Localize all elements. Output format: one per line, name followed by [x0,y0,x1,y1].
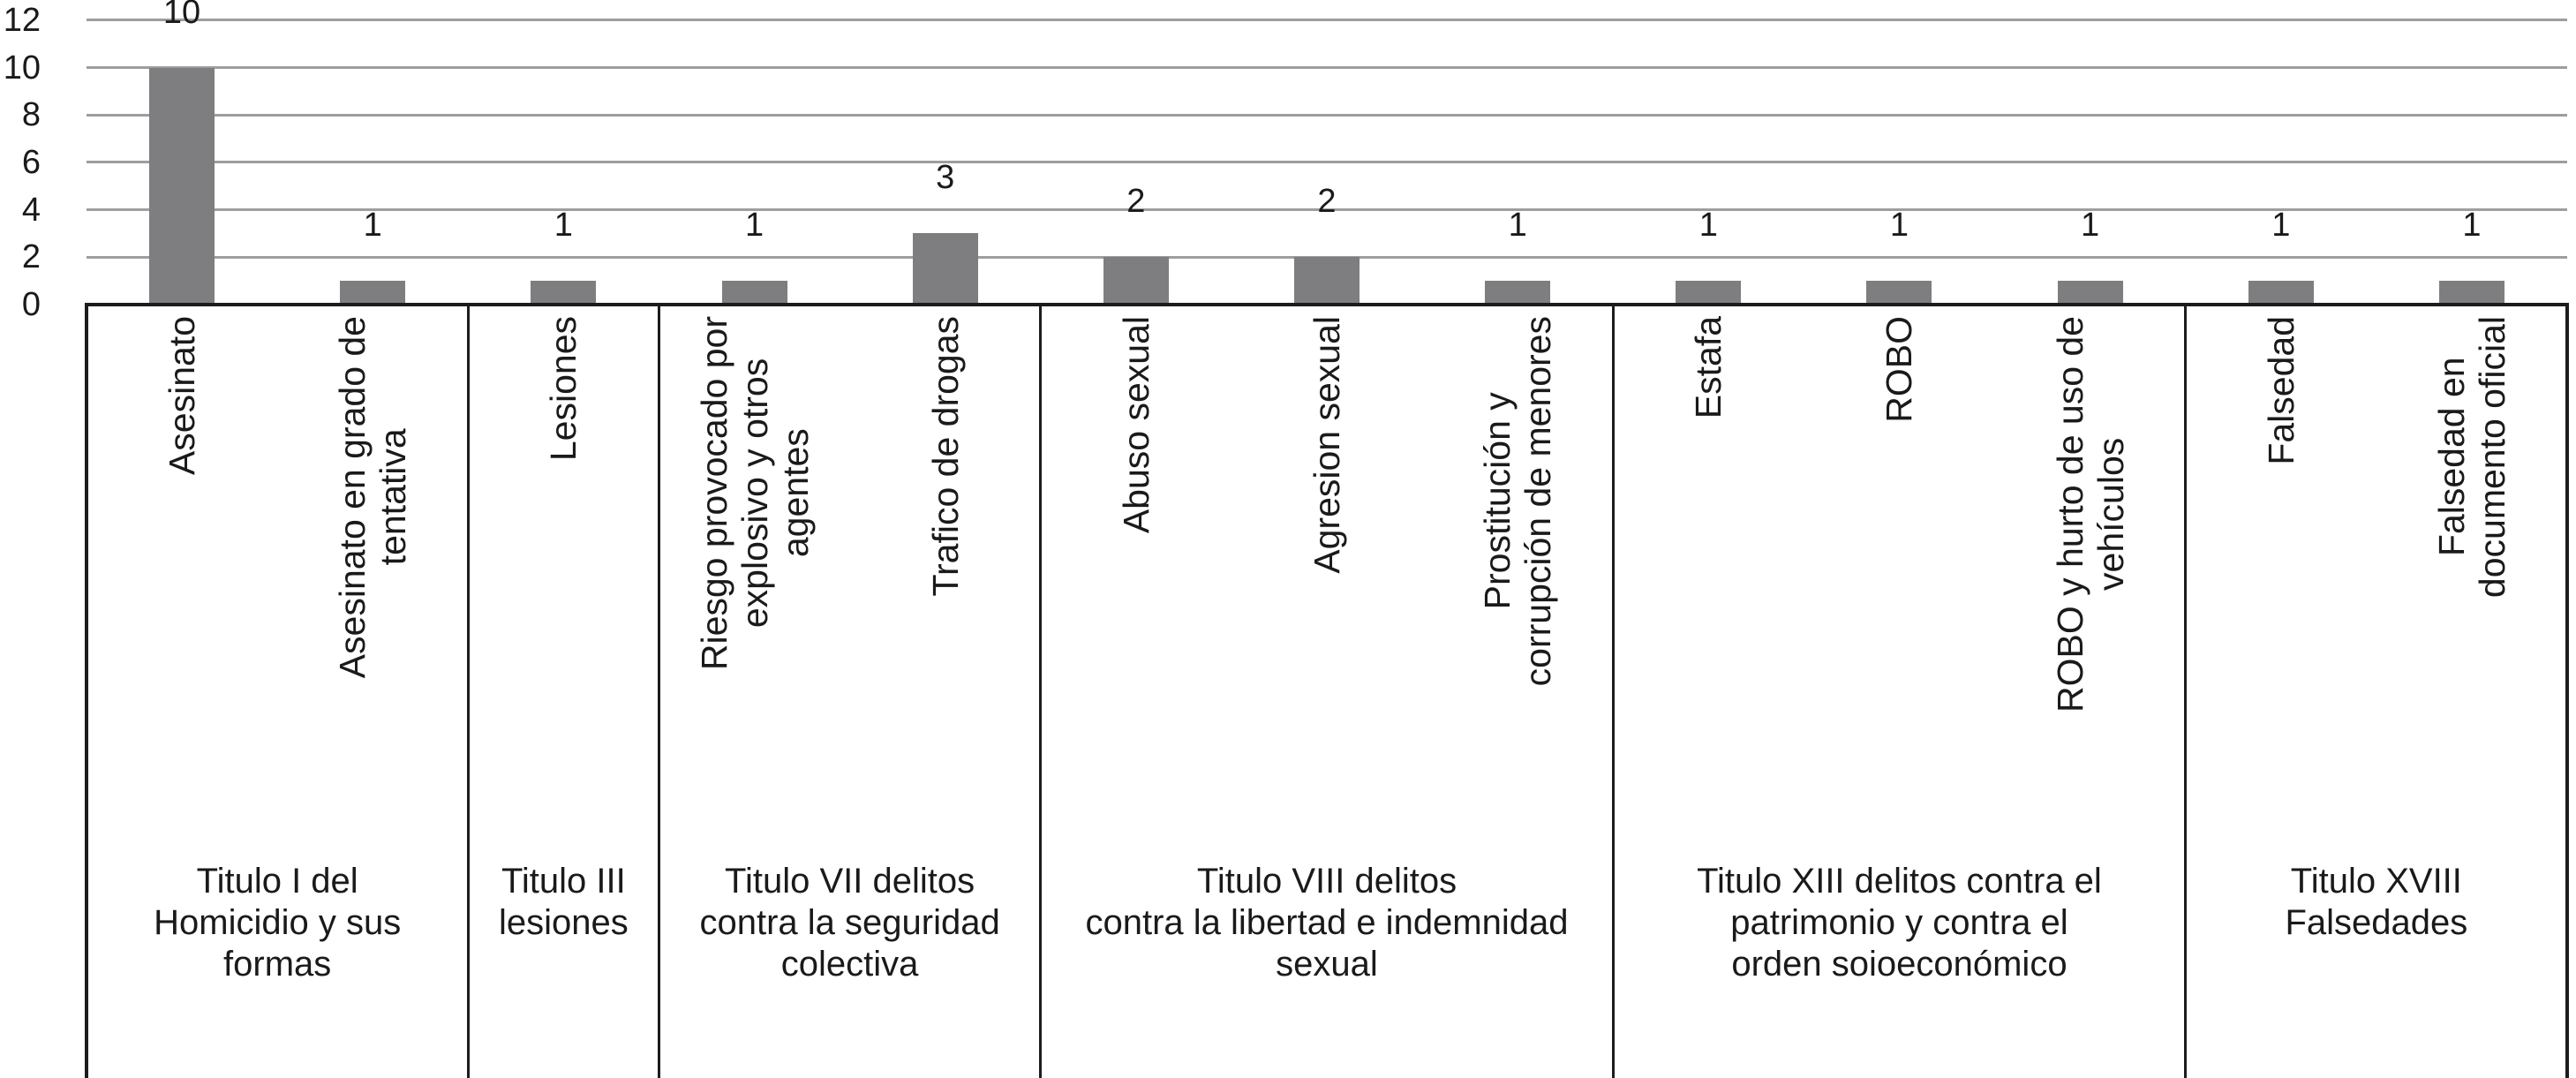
category-box [85,303,2569,1078]
bar [149,67,215,305]
category-label: Estafa [1688,316,1729,419]
y-tick-label: 8 [21,96,41,134]
bar [1676,281,1742,305]
category-label: Falsedad [2260,316,2301,465]
category-label: Abuso sexual [1115,316,1156,534]
gridline [87,19,2567,22]
category-label: Trafico de drogas [924,316,966,597]
bar-value-label: 10 [162,0,201,31]
category-label: Falsedad en documento oficial [2430,316,2512,599]
y-tick-label: 4 [21,191,41,229]
bar [1866,281,1932,305]
category-label: Prostitución y corrupción de menores [1477,316,1559,687]
bar-value-label: 3 [936,159,955,197]
group-divider [1611,303,1615,1078]
bar [1485,281,1551,305]
category-label: Asesinato [162,316,203,476]
gridline [87,66,2567,69]
group-divider [2184,303,2188,1078]
group-title: Titulo VII delitos contra la seguridad c… [699,862,1000,984]
bar-value-label: 1 [2271,207,2291,245]
bar [2248,281,2314,305]
bar [2438,281,2504,305]
category-label: Lesiones [543,316,584,462]
category-label: ROBO y hurto de uso de vehículos [2049,316,2131,712]
group-title: Titulo XIII delitos contra el patrimonio… [1697,862,2102,984]
bar-value-label: 2 [1126,183,1146,221]
y-tick-label: 12 [3,1,41,39]
category-label: Agresion sexual [1306,316,1347,574]
category-label: Asesinato en grado de tentativa [332,316,414,679]
group-divider [657,303,660,1078]
y-tick-label: 0 [21,286,41,323]
bar [340,281,406,305]
y-tick-label: 6 [21,143,41,181]
bar-value-label: 2 [1317,183,1337,221]
bar [2057,281,2123,305]
category-label: ROBO [1879,316,1920,423]
bar-value-label: 1 [554,207,573,245]
group-title: Titulo III lesiones [498,862,629,942]
bar [1103,257,1169,305]
bar-value-label: 1 [2462,207,2482,245]
bar-value-label: 1 [363,207,382,245]
group-divider [466,303,470,1078]
bar-value-label: 1 [1889,207,1909,245]
bar-value-label: 1 [1508,207,1527,245]
category-label: Riesgo provocado por explosivo y otros a… [693,316,816,671]
bar-value-label: 1 [2081,207,2100,245]
gridline [87,113,2567,117]
y-tick-label: 10 [3,49,41,87]
bar [1294,257,1360,305]
group-title: Titulo XVIII Falsedades [2285,862,2468,942]
group-divider [1039,303,1043,1078]
group-title: Titulo I del Homicidio y sus formas [154,862,402,984]
bar [721,281,787,305]
bar [912,233,978,305]
bar-value-label: 1 [1699,207,1718,245]
gridline [87,161,2567,164]
bar-value-label: 1 [744,207,765,245]
y-tick-label: 2 [21,238,41,276]
group-title: Titulo VIII delitos contra la libertad e… [1085,862,1569,984]
gridline [87,208,2567,212]
bar [531,281,597,305]
